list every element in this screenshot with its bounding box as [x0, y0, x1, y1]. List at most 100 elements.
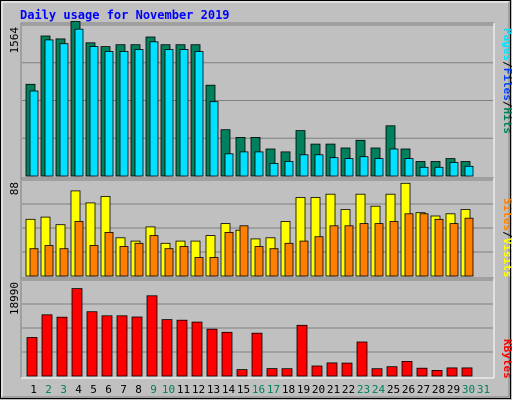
chart-title: Daily usage for November 2019: [20, 8, 230, 22]
bar-files-day-17: [269, 162, 279, 177]
bar-sites-day-3: [59, 248, 69, 277]
bar-sites-day-9: [149, 235, 159, 277]
x-tick-label-16: 16: [252, 383, 265, 396]
x-tick-label-5: 5: [90, 383, 97, 396]
bar-files-day-23: [359, 156, 369, 177]
bar-sites-day-8: [134, 242, 144, 277]
x-axis-labels: 1 2 3 4 5 6 7 8 9 10 11 12 13 14 15 16 17 18 19 20 21 22 23 24 2…: [30, 383, 490, 396]
bar-files-day-5: [89, 46, 99, 177]
legend-entry: /: [501, 101, 512, 108]
bar-files-day-8: [134, 49, 144, 177]
bar-sites-day-27: [419, 213, 429, 277]
bar-kbytes-day-22: [341, 362, 353, 377]
bar-sites-day-11: [179, 246, 189, 277]
chart-panels: 1564 88 18990: [8, 21, 495, 379]
bar-sites-day-19: [299, 240, 309, 277]
bar-files-day-29: [449, 162, 459, 177]
bar-files-day-9: [149, 41, 159, 177]
bar-kbytes-day-9: [146, 295, 158, 377]
bar-sites-day-1: [29, 248, 39, 277]
x-tick-label-28: 28: [432, 383, 445, 396]
bar-files-day-2: [44, 39, 54, 177]
x-tick-label-17: 17: [267, 383, 280, 396]
bar-sites-day-4: [74, 221, 84, 277]
x-tick-label-24: 24: [372, 383, 386, 396]
x-tick-label-1: 1: [30, 383, 37, 396]
bar-kbytes-day-10: [161, 319, 173, 377]
bar-kbytes-day-6: [101, 315, 113, 377]
bar-files-day-27: [419, 166, 429, 177]
x-tick-label-20: 20: [312, 383, 325, 396]
bar-files-day-25: [389, 148, 399, 177]
bar-kbytes-day-16: [251, 332, 263, 377]
bar-kbytes-day-12: [191, 321, 203, 377]
bar-kbytes-day-14: [221, 331, 233, 377]
bar-files-day-16: [254, 151, 264, 177]
bar-kbytes-day-5: [86, 311, 98, 377]
bar-kbytes-day-30: [461, 367, 473, 377]
bar-sites-day-21: [329, 225, 339, 277]
bar-sites-day-12: [194, 257, 204, 277]
bar-sites-day-2: [44, 245, 54, 277]
y-max-label: 1564: [8, 27, 21, 54]
bar-files-day-13: [209, 101, 219, 177]
x-tick-label-4: 4: [75, 383, 82, 396]
bar-kbytes-day-28: [431, 369, 443, 377]
bar-kbytes-day-23: [356, 341, 368, 377]
bar-kbytes-day-1: [26, 337, 38, 377]
bar-sites-day-20: [314, 236, 324, 277]
bar-sites-day-10: [164, 248, 174, 277]
x-tick-label-19: 19: [297, 383, 310, 396]
bar-kbytes-day-17: [266, 368, 278, 377]
x-tick-label-2: 2: [45, 383, 52, 396]
x-tick-label-14: 14: [222, 383, 236, 396]
x-tick-label-13: 13: [207, 383, 220, 396]
legend-entry: /: [501, 61, 512, 68]
bar-sites-day-6: [104, 231, 114, 277]
x-tick-label-22: 22: [342, 383, 355, 396]
bar-kbytes-day-18: [281, 368, 293, 377]
bar-sites-day-7: [119, 246, 129, 277]
panel-kbytes: 18990: [8, 277, 495, 379]
bar-files-day-26: [404, 158, 414, 177]
bar-sites-day-28: [434, 218, 444, 277]
legend-top: Pages/Files/Hits: [501, 28, 512, 134]
bar-kbytes-day-26: [401, 360, 413, 377]
bar-files-day-6: [104, 51, 114, 177]
x-tick-label-31: 31: [477, 383, 490, 396]
bar-files-day-24: [374, 158, 384, 177]
bar-kbytes-day-29: [446, 367, 458, 377]
bar-files-day-12: [194, 51, 204, 177]
x-tick-label-25: 25: [387, 383, 400, 396]
y-max-label: 88: [8, 182, 21, 195]
bar-kbytes-day-27: [416, 367, 428, 377]
bar-files-day-20: [314, 154, 324, 177]
bar-kbytes-day-21: [326, 362, 338, 377]
bar-kbytes-day-13: [206, 328, 218, 377]
bar-files-day-22: [344, 158, 354, 177]
bar-kbytes-day-2: [41, 314, 53, 377]
bar-sites-day-13: [209, 257, 219, 277]
bar-sites-day-24: [374, 223, 384, 277]
legend-entry: Hits: [501, 108, 512, 135]
x-tick-label-21: 21: [327, 383, 340, 396]
bar-files-day-19: [299, 154, 309, 177]
legend-entry: Pages: [501, 28, 512, 61]
bar-kbytes-day-15: [236, 369, 248, 377]
bar-files-day-1: [29, 90, 39, 177]
bar-sites-day-25: [389, 221, 399, 277]
bar-files-day-3: [59, 43, 69, 177]
x-tick-label-18: 18: [282, 383, 295, 396]
x-tick-label-11: 11: [177, 383, 190, 396]
bar-kbytes-day-4: [71, 288, 83, 377]
bar-files-day-7: [119, 51, 129, 177]
bar-files-day-18: [284, 161, 294, 177]
bar-kbytes-day-3: [56, 316, 68, 377]
x-tick-label-29: 29: [447, 383, 460, 396]
x-tick-label-6: 6: [105, 383, 112, 396]
bar-files-day-14: [224, 153, 234, 177]
x-tick-label-9: 9: [150, 383, 157, 396]
legend-entry: Files: [501, 68, 512, 101]
